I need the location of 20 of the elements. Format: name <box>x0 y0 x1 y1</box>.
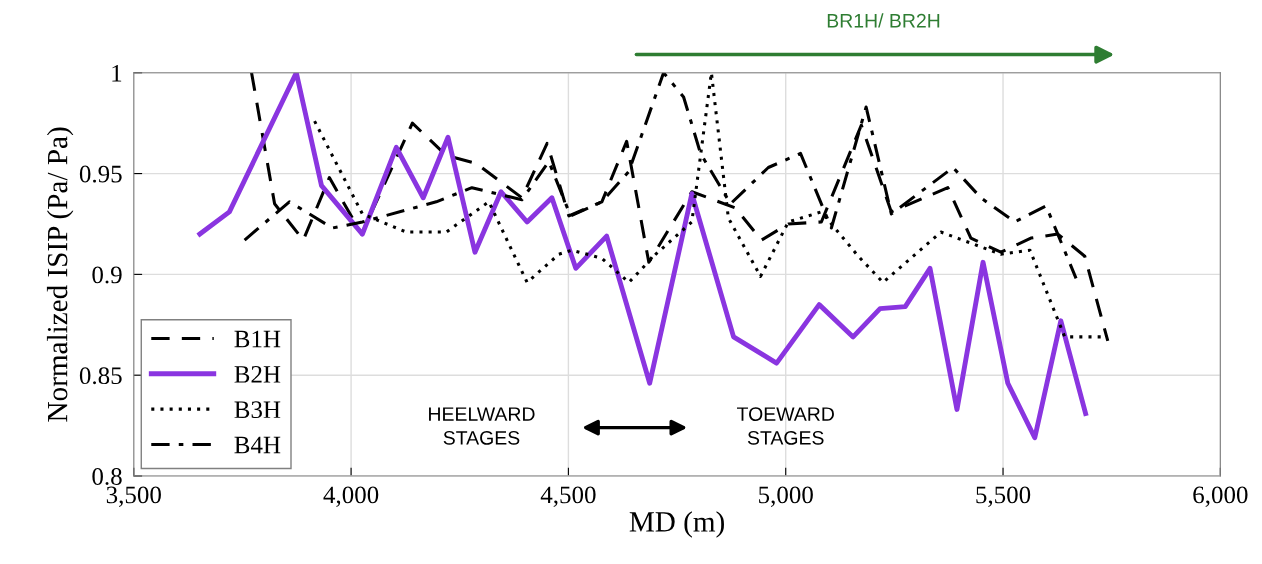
x-tick-label: 3,500 <box>106 486 161 507</box>
y-tick-label: 0.95 <box>79 165 122 183</box>
legend-label: B3H <box>234 401 281 419</box>
x-tick-label: 6,000 <box>1193 486 1248 507</box>
y-tick-label: 0.85 <box>79 367 122 385</box>
legend-label: B2H <box>234 365 281 383</box>
legend-label: B1H <box>234 330 281 348</box>
text: BR1H/ BR2H <box>827 13 940 28</box>
x-tick-label: 4,000 <box>323 486 379 507</box>
annotation: TOEWARD STAGES <box>737 407 834 445</box>
y-tick-label: 0.9 <box>92 266 122 284</box>
legend-label: B4H <box>234 436 281 454</box>
x-axis-title: MD (m) <box>629 511 724 538</box>
annotation: HEELWARD STAGES <box>429 407 535 445</box>
x-tick-label: 4,500 <box>540 486 596 507</box>
y-axis-title: Normalized ISIP (Pa/ Pa) <box>46 127 74 422</box>
x-tick-label: 5,000 <box>759 486 813 507</box>
y-tick-label: 0.8 <box>92 468 122 486</box>
x-tick-label: 5,500 <box>976 486 1031 507</box>
y-tick-label: 1 <box>112 64 122 82</box>
